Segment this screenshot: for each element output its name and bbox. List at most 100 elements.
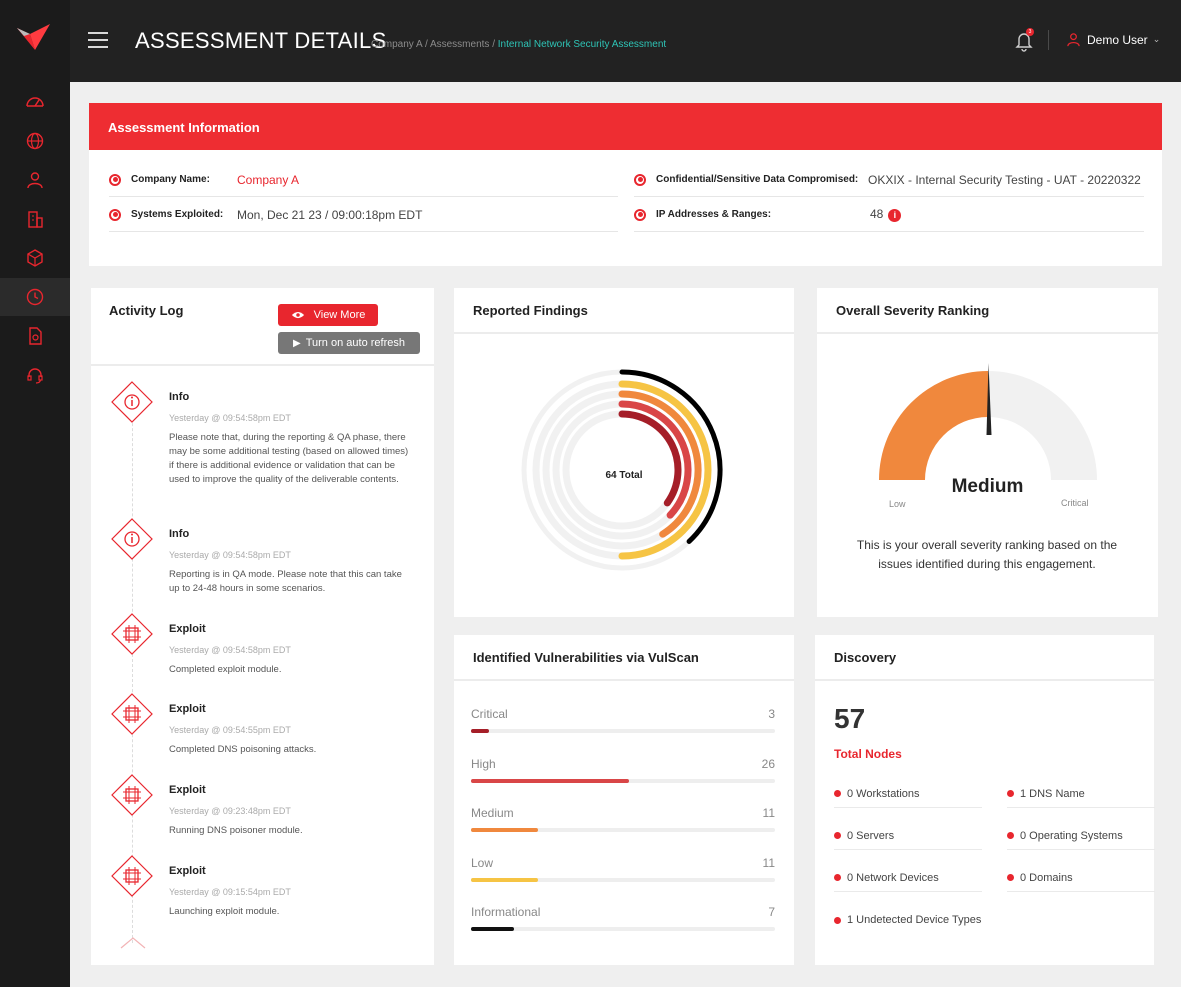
vulnerability-bar-fill [471, 729, 490, 733]
sidebar-item-reports[interactable] [0, 317, 70, 355]
log-entry-type: Info [169, 528, 190, 540]
vulnerability-count: 3 [768, 707, 775, 721]
gauge-track [988, 371, 1097, 480]
findings-chart [521, 369, 723, 571]
discovery-item: 0 Workstations [834, 780, 982, 808]
sidebar-item-box[interactable] [0, 239, 70, 277]
vulnerability-row: High 26 [471, 757, 775, 797]
sidebar-item-user[interactable] [0, 161, 70, 199]
log-entry-time: Yesterday @ 09:23:48pm EDT [169, 806, 291, 816]
findings-arc-low[interactable] [618, 400, 692, 519]
discovery-item: 0 Domains [1007, 864, 1155, 892]
notifications-button[interactable]: 3 [1014, 28, 1034, 52]
ip-addresses-value-wrap: 48 i [870, 207, 902, 222]
severity-card: Overall Severity Ranking Medium Low Crit… [817, 288, 1158, 617]
systems-exploited-label: Systems Exploited: [131, 209, 224, 220]
top-header: ASSESSMENT DETAILS Company A / Assessmen… [70, 0, 1181, 82]
view-more-button[interactable]: View More [278, 304, 378, 326]
discovery-count: 57 [834, 703, 866, 734]
log-entry-text: Launching exploit module. [169, 906, 280, 917]
data-compromised-row: Confidential/Sensitive Data Compromised:… [634, 163, 1144, 197]
sidebar-item-dashboard[interactable] [0, 83, 70, 121]
vulnerability-bar-track [471, 729, 775, 733]
exploit-icon [111, 855, 153, 897]
chevron-down-icon: ⌄ [1152, 34, 1161, 44]
sidebar [0, 0, 70, 987]
auto-refresh-label: Turn on auto refresh [305, 337, 405, 349]
discovery-count-label: Total Nodes [834, 747, 902, 761]
vulnerability-count: 26 [761, 756, 775, 771]
company-name-row: Company Name: Company A [109, 163, 618, 197]
user-icon [1067, 33, 1080, 47]
findings-arc-high[interactable] [618, 380, 712, 560]
sidebar-item-history[interactable] [0, 278, 70, 316]
timeline-more-icon [120, 937, 146, 949]
findings-arc-critical[interactable] [619, 369, 723, 544]
discovery-title: Discovery [815, 635, 1154, 681]
bullet-icon [634, 173, 646, 186]
sidebar-item-globe[interactable] [0, 122, 70, 160]
vulnerability-row: Critical 3 [471, 707, 775, 747]
findings-arc-informational[interactable] [618, 410, 682, 507]
sidebar-item-building[interactable] [0, 200, 70, 238]
log-entry-type: Exploit [169, 865, 206, 877]
reported-findings-card: Reported Findings 64 Total [454, 288, 794, 617]
breadcrumb-company[interactable]: Company A [371, 39, 423, 50]
reported-findings-title: Reported Findings [454, 288, 794, 334]
gauge-needle [986, 363, 992, 435]
vulnerability-bar-track [471, 778, 775, 783]
timeline-line [132, 403, 133, 943]
discovery-item-label: 0 Domains [1020, 871, 1073, 884]
severity-level: Medium [951, 476, 1024, 497]
log-entry-time: Yesterday @ 09:54:58pm EDT [169, 550, 291, 560]
discovery-card: Discovery 57 Total Nodes 0 Workstations 1… [815, 635, 1155, 965]
bullet-icon [634, 208, 646, 221]
discovery-item-label: 0 Workstations [847, 787, 920, 800]
exploit-icon [111, 613, 153, 655]
bullet-dot-icon [1007, 874, 1014, 881]
play-icon: ▶ [293, 337, 301, 349]
breadcrumb-current: Internal Network Security Assessment [497, 39, 667, 50]
log-entry-text: Running DNS poisoner module. [169, 825, 303, 836]
breadcrumb-separator: / [424, 39, 430, 50]
bullet-dot-icon [834, 790, 841, 797]
document-icon [29, 327, 42, 345]
vulnerability-count: 7 [768, 905, 775, 919]
log-entry-time: Yesterday @ 09:54:58pm EDT [169, 645, 291, 655]
sidebar-item-support[interactable] [0, 356, 70, 394]
view-more-label: View More [313, 309, 366, 321]
company-name-label: Company Name: [131, 174, 210, 185]
hamburger-menu-icon[interactable] [88, 32, 108, 48]
assessment-info-header: Assessment Information [89, 103, 1162, 150]
log-entry-text: Completed DNS poisoning attacks. [169, 744, 317, 755]
breadcrumb-assessments[interactable]: Assessments [429, 39, 490, 50]
vulnerability-row: Medium 11 [471, 806, 775, 846]
data-compromised-value: OKXIX - Internal Security Testing - UAT … [868, 172, 1141, 187]
dashboard-icon [26, 97, 44, 107]
bullet-dot-icon [834, 874, 841, 881]
severity-title: Overall Severity Ranking [817, 288, 1158, 334]
vulnerability-bar-fill [471, 927, 514, 931]
activity-log-title: Activity Log [109, 303, 184, 318]
vulnerability-bar-track [471, 927, 775, 931]
log-entry-type: Info [169, 391, 190, 403]
ip-addresses-value: 48 [870, 207, 884, 222]
user-icon [27, 172, 43, 189]
company-name-value: Company A [237, 172, 300, 187]
user-menu[interactable]: Demo User ⌄ [1066, 32, 1160, 47]
globe-icon [26, 132, 44, 150]
brand-logo-icon[interactable] [14, 20, 56, 60]
vulnerabilities-title: Identified Vulnerabilities via VulScan [454, 635, 794, 681]
info-icon[interactable]: i [888, 208, 902, 222]
discovery-item: 0 Servers [834, 822, 982, 850]
exploit-icon [111, 693, 153, 735]
findings-arc-medium[interactable] [618, 390, 702, 538]
discovery-item: 0 Network Devices [834, 864, 982, 892]
info-icon [111, 518, 153, 560]
assessment-info-body: Company Name: Company A Systems Exploite… [89, 150, 1162, 266]
log-entry-text: Completed exploit module. [169, 664, 282, 675]
discovery-item: 0 Operating Systems [1007, 822, 1155, 850]
vulnerability-count: 11 [762, 855, 775, 870]
auto-refresh-button[interactable]: ▶ Turn on auto refresh [278, 332, 420, 354]
discovery-item-label: 1 DNS Name [1020, 787, 1085, 800]
